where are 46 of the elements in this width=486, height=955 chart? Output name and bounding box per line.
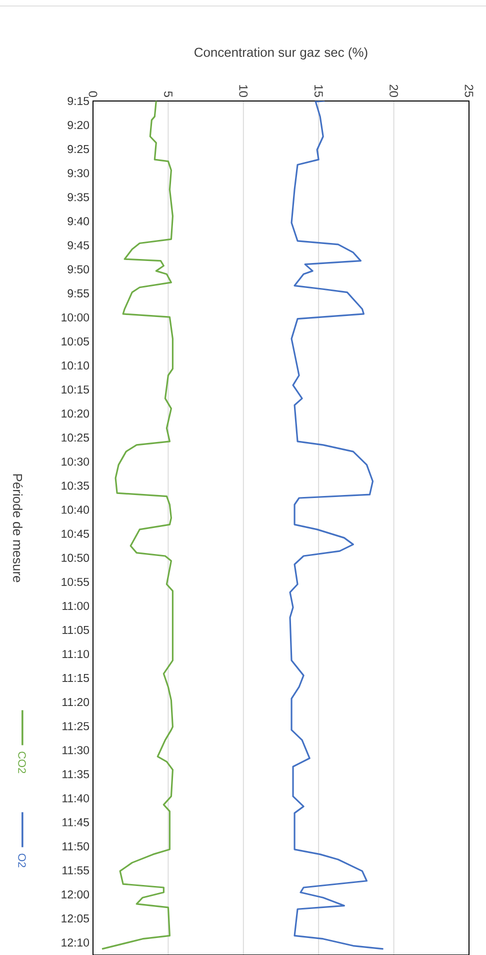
y-tick-label: 10:35 [62,482,89,490]
y-tick-label: 12:00 [62,890,90,898]
y-tick-label: 11:20 [62,698,90,706]
x-tick-label: 0 [88,91,98,98]
y-tick-label: 10:10 [62,361,90,370]
x-axis-title: Concentration sur gaz sec (%) [194,47,368,60]
x-tick-label: 25 [464,84,474,97]
y-tick-label: 9:45 [68,241,89,250]
y-tick-label: 12:05 [62,914,89,923]
y-tick-label: 10:15 [62,385,89,394]
y-tick-label: 10:55 [62,578,89,586]
text: O2 [18,854,26,868]
y-tick-label: 9:55 [68,289,89,298]
y-tick-label: 11:15 [62,674,89,682]
y-tick-label: 11:10 [62,650,90,658]
x-tick-label: 15 [314,85,323,97]
y-tick-label: 9:40 [68,217,90,226]
y-tick-label: 11:50 [62,842,90,850]
y-tick-label: 11:35 [62,770,89,778]
y-tick-label: 11:25 [62,722,89,730]
y-tick-label: 9:30 [68,169,90,178]
y-tick-label: 11:55 [62,866,89,874]
y-tick-label: 10:45 [62,530,89,538]
y-tick-label: 9:50 [68,265,90,274]
y-tick-label: 10:25 [62,434,89,442]
y-tick-label: 10:20 [62,409,90,418]
y-tick-label: 9:25 [68,145,89,154]
y-tick-label: 10:00 [62,313,90,322]
y-tick-label: 10:50 [62,554,90,562]
y-tick-label: 11:30 [62,746,90,754]
x-tick-label: 20 [390,84,398,98]
y-tick-label: 12:10 [62,938,90,947]
x-tick-label: 5 [164,91,172,97]
y-tick-label: 11:05 [62,626,89,634]
y-tick-label: 11:00 [62,602,90,610]
y-tick-label: 9:15 [68,96,89,106]
y-tick-label: 9:20 [68,120,90,130]
y-tick-label: 10:30 [62,458,90,466]
y-axis-title: Période de mesure [12,474,23,582]
y-tick-label: 9:35 [68,193,89,202]
y-tick-label: 11:40 [62,794,90,802]
x-tick-label: 10 [239,85,248,98]
y-tick-label: 10:40 [62,506,90,514]
y-tick-label: 10:05 [62,337,89,346]
text: CO2 [18,752,26,774]
y-tick-label: 11:45 [62,818,89,826]
